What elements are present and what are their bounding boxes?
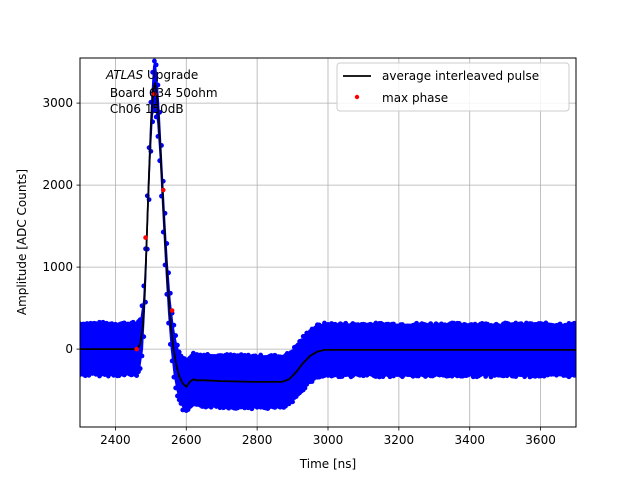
noise-point — [290, 399, 295, 405]
noise-point — [167, 341, 173, 347]
noise-point — [169, 358, 175, 364]
annotation-line-2: Board 634 50ohm — [106, 86, 218, 100]
legend: average interleaved pulse max phase — [336, 62, 570, 112]
noise-point — [153, 62, 159, 68]
annotation-atlas: ATLAS — [105, 68, 144, 82]
noise-point — [178, 401, 184, 406]
noise-point — [176, 349, 182, 355]
noise-point — [139, 353, 145, 359]
noise-point — [152, 107, 157, 113]
noise-point — [137, 366, 143, 371]
noise-point — [299, 338, 304, 344]
x-axis-label: Time [ns] — [299, 457, 356, 471]
max-phase-point — [143, 235, 148, 240]
y-tick-label: 1000 — [42, 260, 73, 274]
x-tick-label: 3000 — [313, 433, 344, 447]
noise-band — [80, 58, 576, 412]
x-tick-label: 2400 — [100, 433, 131, 447]
noise-point — [137, 317, 143, 323]
x-tick-label: 3600 — [525, 433, 556, 447]
y-tick-label: 0 — [65, 342, 73, 356]
noise-point — [173, 385, 179, 391]
legend-label-average: average interleaved pulse — [382, 69, 539, 83]
legend-label-max-phase: max phase — [382, 91, 448, 105]
max-phase-point — [169, 308, 175, 313]
data-layer — [80, 58, 576, 413]
y-tick-label: 2000 — [42, 178, 73, 192]
annotation-upgrade: Upgrade — [143, 68, 198, 82]
noise-point — [573, 323, 576, 328]
x-tick-label: 3400 — [454, 433, 485, 447]
noise-point — [171, 374, 177, 380]
average-pulse-line — [80, 82, 576, 389]
noise-point — [175, 342, 180, 348]
noise-point — [155, 82, 161, 88]
annotation-line-3: Ch06 150dB — [106, 102, 184, 116]
noise-point — [171, 322, 177, 328]
annotation: ATLAS Upgrade Board 634 50ohm Ch06 150dB — [105, 68, 218, 116]
noise-point — [173, 333, 179, 338]
noise-point — [153, 114, 159, 120]
noise-point — [141, 334, 147, 340]
ticks: 2400 2600 2800 3000 3200 3400 3600 0 1000 2000 300… — [42, 96, 555, 447]
annotation-line-1: ATLAS Upgrade — [105, 68, 198, 82]
noise-point — [290, 349, 295, 355]
noise-point — [175, 393, 180, 399]
max-phase-point — [134, 346, 139, 352]
x-tick-label: 2600 — [171, 433, 202, 447]
noise-point — [573, 372, 576, 378]
noise-point — [295, 342, 301, 348]
max-phase-point — [160, 187, 166, 193]
max-phase-point — [152, 91, 157, 97]
noise-point — [152, 58, 157, 64]
y-axis-label: Amplitude [ADC Counts] — [15, 169, 29, 315]
x-tick-label: 2800 — [242, 433, 273, 447]
noise-point — [134, 373, 140, 378]
noise-point — [302, 385, 308, 391]
noise-point — [176, 397, 182, 403]
x-tick-label: 3200 — [384, 433, 415, 447]
legend-point-swatch — [354, 94, 360, 100]
noise-point — [150, 69, 156, 75]
y-tick-label: 3000 — [42, 96, 73, 110]
legend-box — [336, 62, 570, 112]
